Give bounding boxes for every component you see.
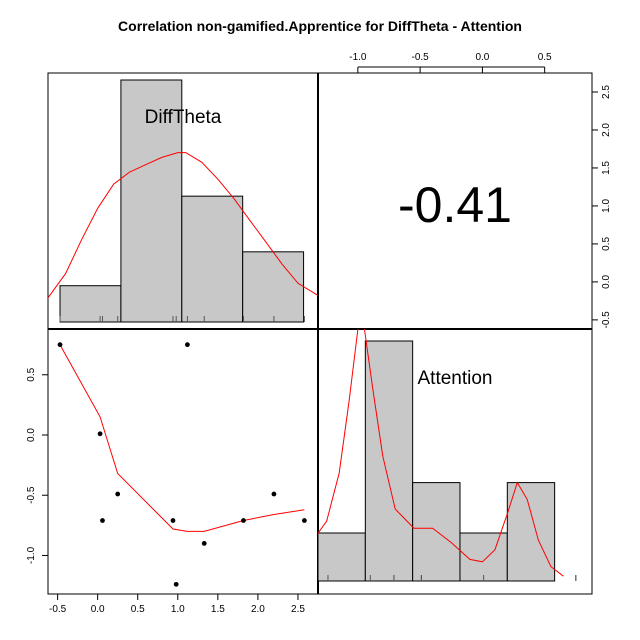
tick-label: -1.0 (26, 546, 37, 564)
tick-label: 1.0 (171, 604, 185, 615)
x-axis-top: -1.0 -0.5 0.0 0.5 (349, 52, 552, 73)
tick-label: 0.0 (26, 428, 37, 442)
scatter-point (170, 518, 176, 523)
density-curve (47, 152, 319, 299)
tick-label: 2.0 (601, 123, 612, 137)
scatter-point (173, 581, 179, 587)
y-axis-left: -1.0 -0.5 0.0 0.5 (26, 367, 48, 564)
tick-label: 2.5 (601, 85, 612, 99)
tick-label: 1.5 (211, 604, 225, 615)
scatter-point (301, 518, 307, 523)
histogram-bar (242, 251, 305, 323)
scatter-point (97, 431, 103, 437)
diff-theta-label: DiffTheta (145, 107, 222, 128)
scatter-point (241, 518, 246, 523)
diff-theta-density (47, 152, 319, 299)
histogram-bar (181, 195, 244, 323)
histogram-bar (317, 532, 366, 582)
tick-label: 1.0 (601, 199, 612, 213)
tick-label: 0.0 (91, 604, 105, 615)
density-curve (318, 329, 564, 577)
histogram-bar (120, 79, 183, 323)
tick-label: -1.0 (349, 52, 367, 63)
tick-label: -0.5 (49, 604, 67, 615)
histogram-bar (364, 340, 414, 582)
scatter-point (201, 541, 207, 546)
x-axis-bottom: -0.5 0.0 0.5 1.0 1.5 2.0 2.5 (49, 593, 305, 615)
tick-label: 0.0 (475, 52, 489, 63)
tick-label: 0.0 (601, 275, 612, 289)
tick-label: 2.0 (251, 604, 265, 615)
correlation-value: -0.41 (398, 177, 512, 233)
histogram-bar (412, 482, 461, 582)
histogram-bar (506, 482, 556, 582)
attention-density (318, 329, 564, 577)
tick-label: 0.5 (538, 52, 552, 63)
loess-curve (59, 344, 305, 532)
diff-theta-rug (59, 316, 305, 322)
tick-label: 1.5 (601, 161, 612, 175)
tick-label: 2.5 (291, 604, 305, 615)
tick-label: 0.5 (601, 237, 612, 251)
attention-rug (327, 575, 577, 581)
scatter-point (185, 342, 190, 348)
tick-label: 0.5 (26, 367, 37, 381)
tick-label: -0.5 (412, 52, 430, 63)
tick-label: -0.5 (601, 311, 612, 329)
loess-line (59, 344, 305, 532)
panel-bottom-left-frame (47, 328, 319, 595)
diff-theta-histogram (59, 79, 305, 323)
y-axis-right: -0.5 0.0 0.5 1.0 1.5 2.0 2.5 (592, 85, 612, 329)
chart-title: Correlation non-gamified.Apprentice for … (118, 18, 522, 34)
scatter-point (57, 342, 63, 348)
scatter-point (115, 491, 121, 497)
tick-label: -0.5 (26, 486, 37, 504)
scatter-points (57, 342, 307, 587)
attention-label: Attention (418, 368, 493, 389)
tick-label: 0.5 (131, 604, 145, 615)
histogram-bar (59, 285, 122, 323)
scatter-point (271, 491, 277, 497)
scatter-point (100, 518, 105, 523)
